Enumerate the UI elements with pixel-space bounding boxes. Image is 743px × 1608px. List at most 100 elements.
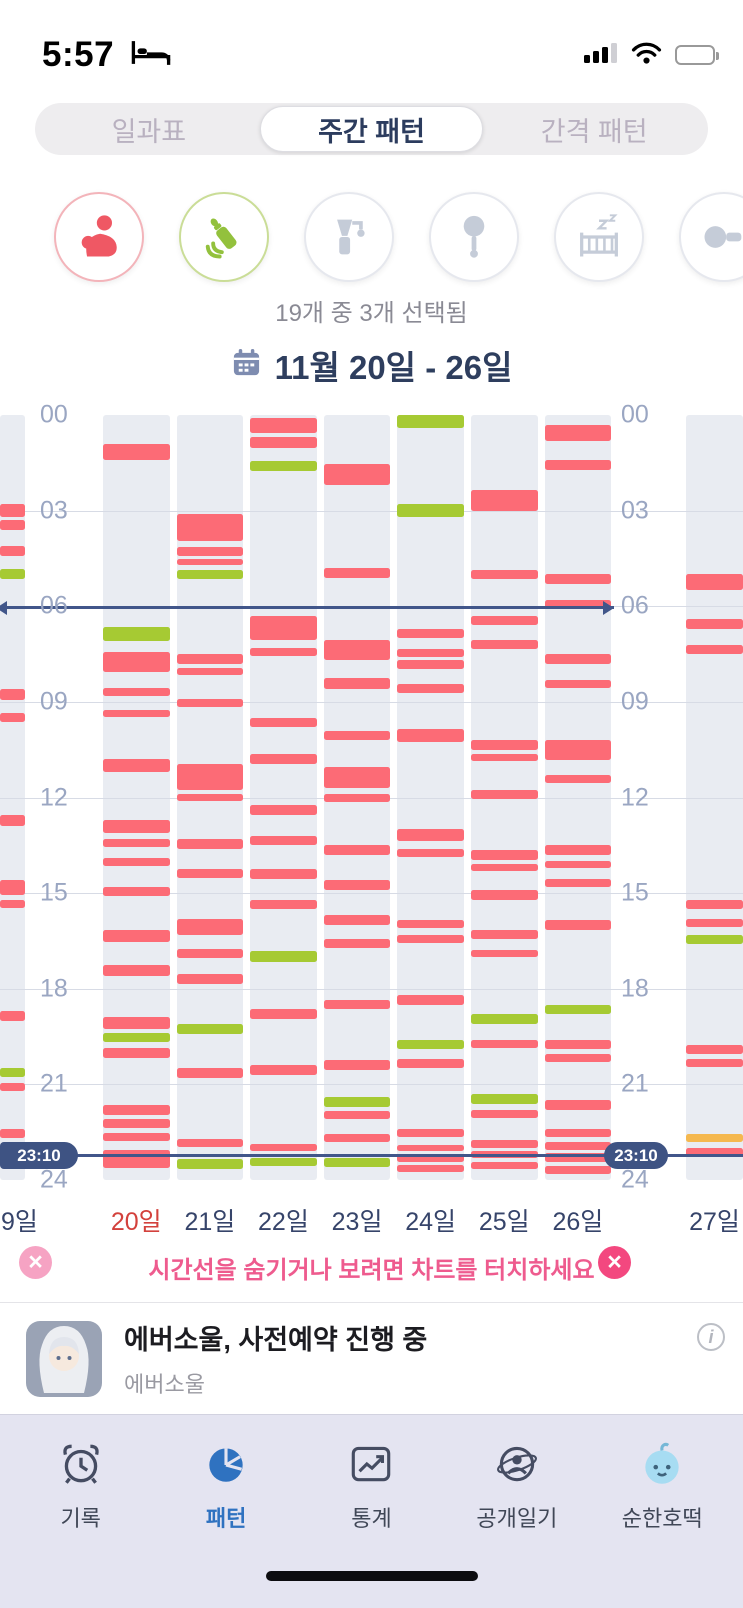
activity-bar	[397, 415, 464, 429]
view-mode-tabs: 일과표 주간 패턴 간격 패턴	[35, 103, 708, 155]
timeline-arrow-right	[603, 600, 614, 615]
activity-bar	[250, 1009, 317, 1020]
date-range-header: 11월 20일 - 26일	[0, 342, 743, 388]
activity-bar	[397, 728, 464, 742]
activity-bar	[686, 934, 743, 945]
time-tick-right: 03	[621, 496, 649, 525]
home-indicator[interactable]	[266, 1571, 478, 1581]
activity-bar	[686, 619, 743, 629]
activity-bar	[544, 775, 612, 784]
activity-bar	[176, 569, 244, 580]
breast-pump-filter-button[interactable]	[304, 192, 394, 282]
activity-bar	[0, 1082, 25, 1092]
tab-daily-schedule[interactable]: 일과표	[111, 116, 187, 147]
time-tick-left: 15	[40, 878, 68, 907]
activity-bar	[686, 1058, 743, 1068]
gridline	[0, 701, 743, 703]
activity-bar	[397, 1164, 464, 1173]
activity-bar	[471, 639, 538, 650]
activity-bar	[471, 1039, 538, 1049]
ad-banner[interactable]: 에버소울, 사전예약 진행 중 에버소울 i	[0, 1302, 743, 1414]
hint-close-button-left[interactable]: ×	[19, 1246, 52, 1279]
activity-bar	[471, 1140, 538, 1149]
day-label: 24일	[405, 1208, 457, 1236]
hint-close-button-right[interactable]: ×	[598, 1246, 631, 1279]
nav-item-record[interactable]: 기록	[16, 1439, 146, 1608]
activity-bar	[103, 687, 170, 697]
activity-bar	[176, 559, 244, 566]
time-tick-left: 06	[40, 591, 68, 620]
activity-bar	[471, 889, 538, 900]
nav-item-public-diary[interactable]: 공개일기	[452, 1439, 582, 1608]
rattle-filter-button[interactable]	[429, 192, 519, 282]
close-icon: ×	[28, 1248, 43, 1276]
activity-bar	[323, 639, 391, 661]
activity-bar	[397, 920, 464, 929]
activity-bar	[250, 1144, 317, 1152]
activity-bar	[103, 1047, 170, 1058]
nav-item-pattern[interactable]: 패턴	[161, 1439, 291, 1608]
activity-bar	[323, 1157, 391, 1168]
sleep-crib-filter-button[interactable]	[554, 192, 644, 282]
activity-bar	[176, 794, 244, 802]
cellular-signal-icon	[584, 42, 618, 69]
activity-bar	[686, 1133, 743, 1142]
activity-bar	[471, 740, 538, 750]
activity-bar	[323, 464, 391, 486]
weekly-pattern-chart[interactable]: 23:10 23:10 00 00 03 03 06 06 09 09 12 12 15 15 18 18 21…	[0, 401, 743, 1194]
day-column	[471, 415, 538, 1180]
activity-bar	[103, 759, 170, 772]
activity-bar	[471, 489, 538, 511]
nav-label: 기록	[60, 1506, 101, 1531]
nav-label: 공개일기	[476, 1506, 558, 1531]
activity-bar	[250, 869, 317, 880]
selection-summary: 19개 중 3개 선택됨	[275, 300, 468, 327]
breastfeeding-filter-button[interactable]	[54, 192, 144, 282]
nav-item-baby-profile[interactable]: 순한호떡	[597, 1439, 727, 1608]
tab-interval-pattern[interactable]: 간격 패턴	[540, 116, 648, 147]
timeline-hint-text: 시간선을 숨기거나 보려면 차트를 터치하세요	[148, 1257, 595, 1284]
activity-bar	[686, 574, 743, 591]
globe-diary-icon	[496, 1446, 537, 1482]
day-column	[176, 415, 244, 1180]
date-range-label: 11월 20일 - 26일	[274, 349, 513, 386]
nav-label: 통계	[351, 1506, 392, 1531]
day-label: 22일	[258, 1208, 309, 1236]
activity-bar	[471, 864, 538, 872]
activity-bar	[471, 754, 538, 762]
activity-bar	[103, 858, 170, 867]
activity-bar	[250, 418, 317, 433]
time-tick-right: 24	[621, 1165, 649, 1194]
activity-bar	[323, 939, 391, 948]
activity-bar	[471, 850, 538, 860]
day-label: 27일	[689, 1208, 740, 1236]
bottle-feeding-filter-button[interactable]	[179, 192, 269, 282]
day-label: 26일	[552, 1208, 604, 1236]
time-tick-left: 21	[40, 1069, 68, 1098]
activity-bar	[103, 1017, 170, 1029]
activity-bar	[250, 950, 317, 962]
activity-bar	[323, 730, 391, 741]
activity-bar	[0, 815, 25, 827]
activity-bar	[544, 1165, 612, 1174]
activity-bar	[176, 513, 244, 541]
time-tick-left: 18	[40, 974, 68, 1003]
time-tick-right: 00	[621, 400, 649, 429]
activity-bar	[250, 899, 317, 910]
activity-bar	[323, 915, 391, 925]
activity-bar	[323, 845, 391, 855]
activity-bar	[250, 461, 317, 472]
time-tick-right: 09	[621, 687, 649, 716]
tab-weekly-pattern[interactable]: 주간 패턴	[259, 106, 484, 152]
time-tick-right: 21	[621, 1069, 649, 1098]
ad-thumbnail	[26, 1320, 102, 1397]
nav-item-statistics[interactable]: 통계	[306, 1439, 436, 1608]
more-activity-filter-button[interactable]	[679, 192, 743, 282]
activity-bar	[176, 1068, 244, 1078]
activity-bar	[471, 569, 538, 580]
activity-bar	[544, 740, 612, 760]
breastfeeding-icon	[81, 215, 117, 257]
activity-bar	[471, 1014, 538, 1024]
ad-info-icon[interactable]: i	[697, 1323, 725, 1351]
status-bar: 5:57	[0, 0, 743, 92]
